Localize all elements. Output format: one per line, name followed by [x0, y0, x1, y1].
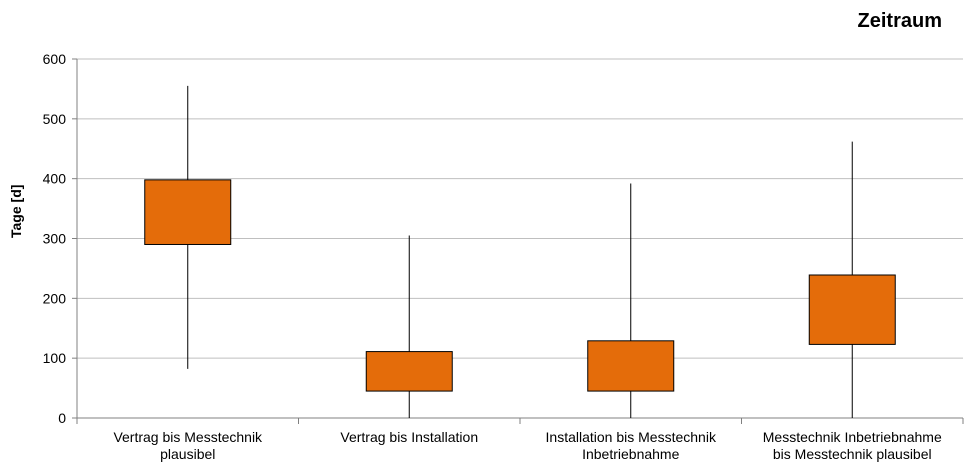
- x-category-label: Vertrag bis Messtechnik: [113, 429, 263, 445]
- y-tick-label: 0: [58, 410, 66, 426]
- y-tick-label: 600: [43, 51, 67, 67]
- box: [587, 340, 675, 392]
- box: [808, 274, 896, 345]
- box: [144, 179, 232, 245]
- y-tick-label: 500: [43, 111, 67, 127]
- x-category-label: Inbetriebnahme: [582, 446, 680, 462]
- x-category-label: bis Messtechnik plausibel: [773, 446, 932, 462]
- y-tick-label: 200: [43, 290, 67, 306]
- x-category-label: Installation bis Messtechnik: [546, 429, 717, 445]
- chart-title: Zeitraum: [857, 10, 942, 32]
- x-category-label: plausibel: [160, 446, 215, 462]
- x-category-label: Vertrag bis Installation: [340, 429, 478, 445]
- y-tick-label: 100: [43, 350, 67, 366]
- y-tick-label: 300: [43, 231, 67, 247]
- x-category-label: Messtechnik Inbetriebnahme: [763, 429, 942, 445]
- box: [365, 351, 453, 392]
- y-tick-label: 400: [43, 171, 67, 187]
